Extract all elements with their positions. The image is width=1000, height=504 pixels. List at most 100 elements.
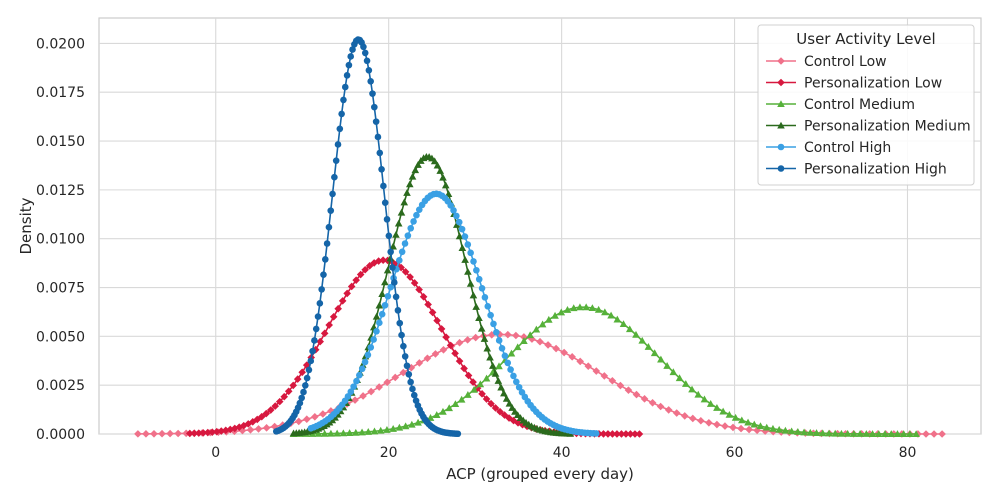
- data-point: [513, 343, 522, 351]
- data-point: [631, 430, 639, 438]
- data-point: [302, 382, 309, 389]
- data-point: [343, 72, 351, 79]
- data-point: [339, 429, 348, 437]
- data-point: [334, 304, 342, 313]
- data-point: [528, 335, 536, 343]
- data-point: [314, 429, 323, 437]
- data-point: [487, 399, 495, 408]
- data-point: [756, 422, 765, 430]
- data-point: [325, 321, 333, 329]
- data-point: [387, 248, 394, 256]
- data-point: [408, 420, 416, 428]
- data-point: [504, 330, 512, 339]
- data-point: [868, 430, 877, 437]
- data-point: [266, 406, 275, 414]
- data-point: [166, 429, 174, 438]
- data-point: [455, 357, 464, 365]
- data-point: [484, 303, 492, 310]
- data-point: [433, 316, 441, 325]
- data-point: [365, 262, 374, 270]
- data-point: [493, 329, 500, 336]
- legend-marker: [777, 78, 785, 87]
- data-point: [604, 430, 612, 438]
- data-point: [356, 371, 363, 379]
- data-point: [359, 392, 367, 400]
- data-point: [318, 286, 325, 293]
- data-point: [352, 276, 360, 284]
- data-point: [364, 428, 373, 435]
- data-point: [461, 256, 469, 263]
- data-point: [750, 420, 759, 428]
- data-point: [464, 241, 472, 248]
- data-point: [688, 414, 697, 423]
- data-point: [478, 284, 486, 292]
- data-point: [364, 351, 372, 359]
- data-point: [825, 429, 833, 437]
- data-point: [475, 314, 483, 321]
- data-point: [482, 395, 491, 403]
- data-point: [293, 375, 302, 383]
- data-point: [338, 110, 345, 118]
- data-point: [470, 385, 478, 393]
- legend-item-personalization-low: Personalization Low: [766, 76, 942, 92]
- data-point: [518, 420, 527, 429]
- data-point: [599, 430, 608, 438]
- data-point: [458, 225, 466, 233]
- data-point: [480, 334, 489, 342]
- data-point: [410, 279, 419, 287]
- data-point: [753, 426, 761, 435]
- data-point: [731, 413, 740, 421]
- data-point: [296, 399, 304, 407]
- y-tick-label: 0.0125: [36, 183, 85, 199]
- data-point: [333, 429, 341, 437]
- data-point: [298, 394, 305, 402]
- data-point: [419, 292, 428, 301]
- data-point: [392, 230, 400, 238]
- data-point: [302, 415, 311, 424]
- data-point: [361, 265, 369, 274]
- data-point: [142, 430, 150, 438]
- data-point: [347, 282, 356, 291]
- data-point: [325, 223, 333, 231]
- legend-label: Control High: [804, 140, 891, 156]
- data-point: [311, 412, 319, 421]
- data-point: [616, 381, 625, 390]
- data-point: [600, 372, 609, 380]
- data-point: [248, 418, 257, 426]
- data-point: [688, 385, 696, 393]
- data-point: [371, 103, 378, 111]
- data-point: [800, 428, 808, 436]
- legend: User Activity Level Control Low Personali…: [757, 24, 975, 186]
- data-point: [284, 387, 293, 396]
- data-point: [843, 429, 852, 437]
- data-point: [922, 430, 930, 438]
- data-point: [298, 368, 307, 377]
- data-point: [378, 310, 386, 318]
- data-point: [737, 424, 745, 433]
- data-point: [806, 428, 815, 436]
- x-tick-label: 20: [380, 445, 398, 461]
- series-personalization-high: [272, 36, 462, 438]
- data-point: [930, 430, 938, 438]
- data-point: [347, 53, 355, 60]
- data-point: [381, 278, 389, 286]
- data-point: [415, 359, 424, 367]
- x-tick-label: 80: [899, 445, 917, 461]
- data-point: [385, 232, 393, 240]
- data-point: [460, 364, 468, 373]
- data-point: [375, 383, 383, 391]
- data-point: [320, 329, 329, 338]
- data-point: [505, 399, 514, 407]
- data-point: [365, 67, 373, 74]
- data-point: [635, 430, 644, 438]
- data-point: [638, 336, 647, 344]
- data-point: [502, 394, 511, 402]
- x-tick-label: 60: [726, 445, 744, 461]
- data-point: [501, 352, 509, 360]
- legend-box: [757, 24, 975, 186]
- data-point: [396, 319, 404, 327]
- legend-label: Control Low: [804, 54, 887, 70]
- data-point: [532, 325, 541, 333]
- data-point: [563, 305, 572, 313]
- data-point: [613, 315, 622, 323]
